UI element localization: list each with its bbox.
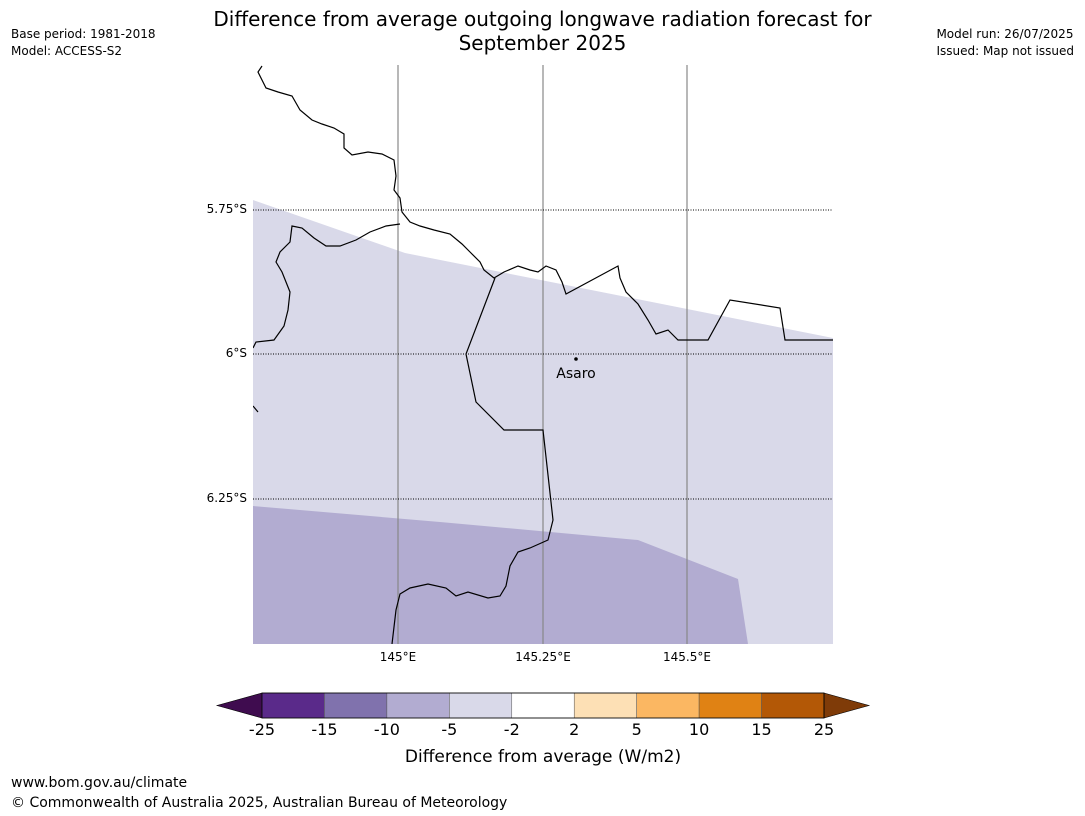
run-info: Model run: 26/07/2025 Issued: Map not is… [936,26,1074,60]
colorbar-tick-label: -2 [504,720,520,739]
map-title: Difference from average outgoing longwav… [0,7,1085,55]
colorbar-cell [573,692,637,719]
colorbar: -25 -15 -10 -5 -2 2 5 10 15 25 Difference from av… [215,692,871,767]
colorbar-tick-label: 2 [569,720,579,739]
boundary-western-edge [253,405,259,413]
colorbar-extend-low [215,692,263,719]
lat-label-6-25: 6.25°S [207,491,247,505]
colorbar-label: Difference from average (W/m2) [405,747,681,767]
boundary-northern [257,65,833,341]
colorbar-tick-label: -5 [441,720,457,739]
lat-label-5-75: 5.75°S [207,202,247,216]
lon-label-145-5: 145.5°E [663,650,711,664]
lat-label-6: 6°S [226,346,247,360]
model-run-text: Model run: 26/07/2025 [936,27,1074,41]
colorbar-ticks: -25 -15 -10 -5 -2 2 5 10 15 25 [249,720,834,739]
town-marker-asaro [574,357,578,361]
footer-copyright: © Commonwealth of Australia 2025, Austra… [11,795,508,811]
colorbar-tick-label: -15 [311,720,337,739]
anomaly-region-dark [253,506,748,644]
lon-label-145-25: 145.25°E [515,650,571,664]
colorbar-outline [261,692,825,719]
title-line-2: September 2025 [458,31,627,55]
colorbar-tick-label: 5 [632,720,642,739]
issued-text: Issued: Map not issued [936,44,1074,58]
colorbar-cell [636,692,700,719]
base-info: Base period: 1981-2018 Model: ACCESS-S2 [11,26,156,60]
colorbar-cell [261,692,325,719]
lon-label-145: 145°E [380,650,417,664]
title-line-1: Difference from average outgoing longwav… [213,7,872,31]
colorbar-cell [324,692,388,719]
boundary-provincial [391,277,554,644]
footer-url: www.bom.gov.au/climate [11,775,188,791]
boundary-western [253,223,401,349]
colorbar-tick-label: -10 [374,720,400,739]
colorbar-tick-label: 25 [814,720,834,739]
colorbar-cell [511,692,575,719]
map-figure: Asaro 5.75°S 6°S 6.25°S 145°E 145.25°E 1… [207,65,833,664]
model-text: Model: ACCESS-S2 [11,44,123,58]
colorbar-cells [261,692,825,719]
colorbar-tick-label: 15 [751,720,771,739]
colorbar-cell [698,692,762,719]
map-area: Asaro [253,65,833,644]
base-period-text: Base period: 1981-2018 [11,27,156,41]
colorbar-cell [386,692,450,719]
colorbar-extend-high [823,692,871,719]
colorbar-cell [449,692,513,719]
colorbar-tick-label: -25 [249,720,275,739]
town-label-asaro: Asaro [556,366,595,382]
colorbar-cell [761,692,825,719]
colorbar-tick-label: 10 [689,720,709,739]
